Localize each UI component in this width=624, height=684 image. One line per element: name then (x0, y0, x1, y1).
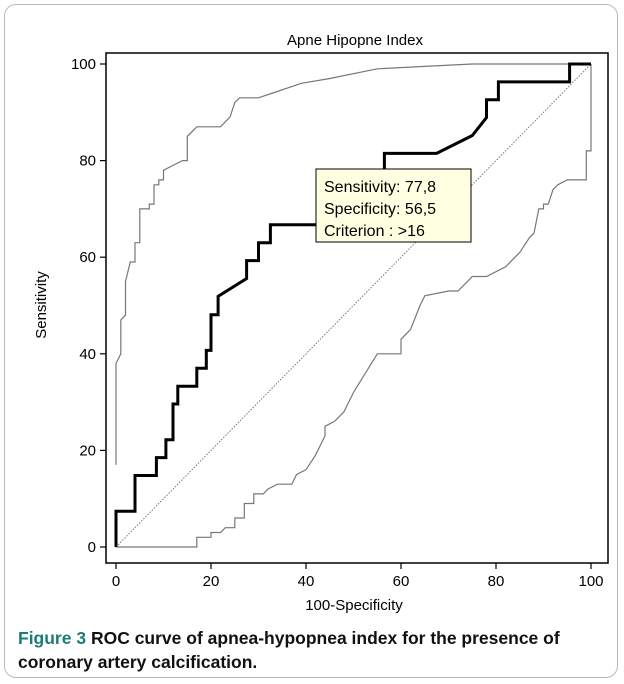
ci-lower-line (116, 64, 592, 548)
annotation-specificity: Specificity: 56,5 (324, 201, 436, 218)
annotation-criterion: Criterion : >16 (324, 223, 425, 240)
roc-line (114, 62, 591, 547)
x-axis-label: 100-Specificity (305, 597, 403, 614)
x-tick-label: 100 (578, 573, 603, 590)
chart-title: Apne Hipopne Index (287, 32, 423, 49)
caption-label: Figure 3 (18, 628, 87, 648)
annotation-box (315, 168, 472, 243)
diagonal-line (115, 63, 592, 548)
ci-upper-line (115, 63, 591, 465)
y-tick-label: 40 (79, 346, 96, 363)
axes: 0 20 40 60 80 100 0 20 40 60 80 100 (71, 56, 604, 590)
series-layer (114, 62, 592, 548)
y-tick-label: 0 (88, 539, 96, 556)
y-tick-label: 20 (79, 442, 96, 459)
annotation-sensitivity: Sensitivity: 77,8 (324, 179, 436, 196)
figure-caption: Figure 3 ROC curve of apnea-hypopnea ind… (18, 626, 614, 674)
x-tick-label: 40 (298, 573, 315, 590)
x-tick-label: 0 (112, 573, 120, 590)
caption-text: ROC curve of apnea-hypopnea index for th… (18, 628, 560, 672)
y-tick-label: 60 (79, 249, 96, 266)
roc-chart: Apne Hipopne Index 0 20 40 60 80 100 0 20 40 60 80… (33, 32, 609, 614)
plot-frame (105, 52, 609, 564)
criterion-annotation: Sensitivity: 77,8 Specificity: 56,5 Crit… (315, 168, 472, 243)
x-tick-label: 20 (203, 573, 220, 590)
x-tick-label: 60 (393, 573, 410, 590)
y-tick-label: 100 (71, 56, 96, 73)
x-tick-label: 80 (488, 573, 505, 590)
y-tick-label: 80 (79, 153, 96, 170)
y-axis-label: Sensitivity (33, 271, 50, 339)
